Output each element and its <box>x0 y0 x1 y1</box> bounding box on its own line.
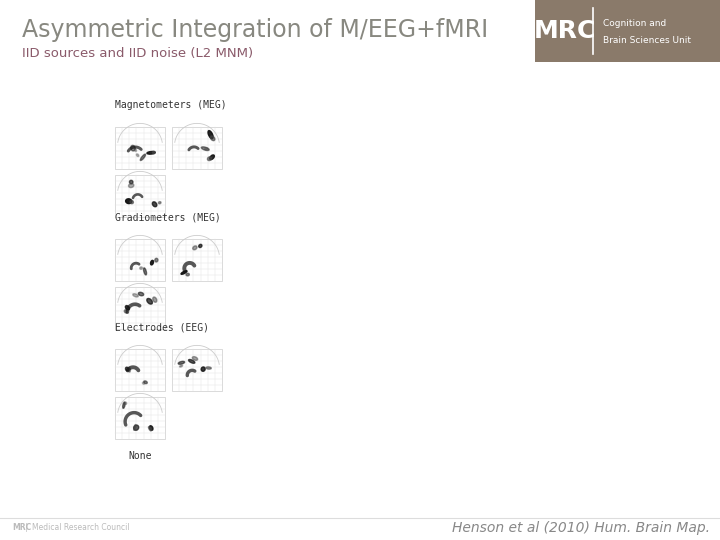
Ellipse shape <box>150 260 153 265</box>
Ellipse shape <box>158 201 161 204</box>
Ellipse shape <box>149 426 153 430</box>
Text: Magnetometers (MEG): Magnetometers (MEG) <box>115 100 227 110</box>
Text: Asymmetric Integration of M/EEG+fMRI: Asymmetric Integration of M/EEG+fMRI <box>22 18 488 42</box>
Ellipse shape <box>140 267 143 269</box>
Ellipse shape <box>192 356 198 360</box>
Ellipse shape <box>128 367 130 372</box>
FancyBboxPatch shape <box>115 349 165 391</box>
Ellipse shape <box>143 268 147 275</box>
FancyBboxPatch shape <box>115 175 165 217</box>
Ellipse shape <box>148 427 151 431</box>
Ellipse shape <box>178 361 184 365</box>
Ellipse shape <box>208 131 213 139</box>
Ellipse shape <box>130 180 133 184</box>
Ellipse shape <box>130 145 135 151</box>
FancyBboxPatch shape <box>115 287 165 329</box>
Ellipse shape <box>181 271 187 274</box>
FancyBboxPatch shape <box>172 349 222 391</box>
Ellipse shape <box>186 273 189 276</box>
Ellipse shape <box>136 154 139 157</box>
FancyBboxPatch shape <box>535 0 720 62</box>
Text: |: | <box>25 523 27 532</box>
Text: Medical Research Council: Medical Research Council <box>32 523 130 532</box>
Text: MRC: MRC <box>534 19 596 43</box>
Ellipse shape <box>201 367 205 372</box>
Ellipse shape <box>125 199 132 204</box>
Ellipse shape <box>193 246 197 250</box>
Ellipse shape <box>140 154 145 160</box>
Ellipse shape <box>204 148 207 150</box>
FancyBboxPatch shape <box>172 127 222 169</box>
Ellipse shape <box>147 151 156 154</box>
Ellipse shape <box>125 402 127 404</box>
Ellipse shape <box>153 297 157 302</box>
Ellipse shape <box>125 310 127 313</box>
FancyBboxPatch shape <box>115 127 165 169</box>
Ellipse shape <box>135 148 137 151</box>
Ellipse shape <box>125 306 130 310</box>
Ellipse shape <box>202 147 210 151</box>
Ellipse shape <box>153 202 157 207</box>
Ellipse shape <box>206 367 211 369</box>
Ellipse shape <box>143 382 145 384</box>
Ellipse shape <box>210 155 215 160</box>
Ellipse shape <box>199 244 202 247</box>
Text: MRC: MRC <box>12 523 31 532</box>
Ellipse shape <box>128 184 134 187</box>
Ellipse shape <box>134 425 139 430</box>
Ellipse shape <box>153 151 155 154</box>
Text: IID sources and IID noise (L2 MNM): IID sources and IID noise (L2 MNM) <box>22 46 253 59</box>
Text: Cognition and: Cognition and <box>603 19 666 28</box>
Ellipse shape <box>207 157 212 160</box>
FancyBboxPatch shape <box>115 397 165 439</box>
Ellipse shape <box>132 294 138 297</box>
FancyBboxPatch shape <box>115 239 165 281</box>
Ellipse shape <box>144 381 148 383</box>
Ellipse shape <box>210 136 215 140</box>
Ellipse shape <box>147 299 153 304</box>
Text: Henson et al (2010) Hum. Brain Map.: Henson et al (2010) Hum. Brain Map. <box>452 521 710 535</box>
Text: Brain Sciences Unit: Brain Sciences Unit <box>603 36 691 45</box>
Ellipse shape <box>179 365 183 367</box>
Ellipse shape <box>130 200 133 204</box>
Text: None: None <box>128 451 152 461</box>
Ellipse shape <box>155 258 158 262</box>
Ellipse shape <box>122 402 125 408</box>
Ellipse shape <box>134 424 136 430</box>
Ellipse shape <box>189 360 195 363</box>
Ellipse shape <box>138 292 144 296</box>
Ellipse shape <box>125 367 129 371</box>
Text: Electrodes (EEG): Electrodes (EEG) <box>115 322 209 332</box>
Text: Gradiometers (MEG): Gradiometers (MEG) <box>115 212 221 222</box>
FancyBboxPatch shape <box>172 239 222 281</box>
